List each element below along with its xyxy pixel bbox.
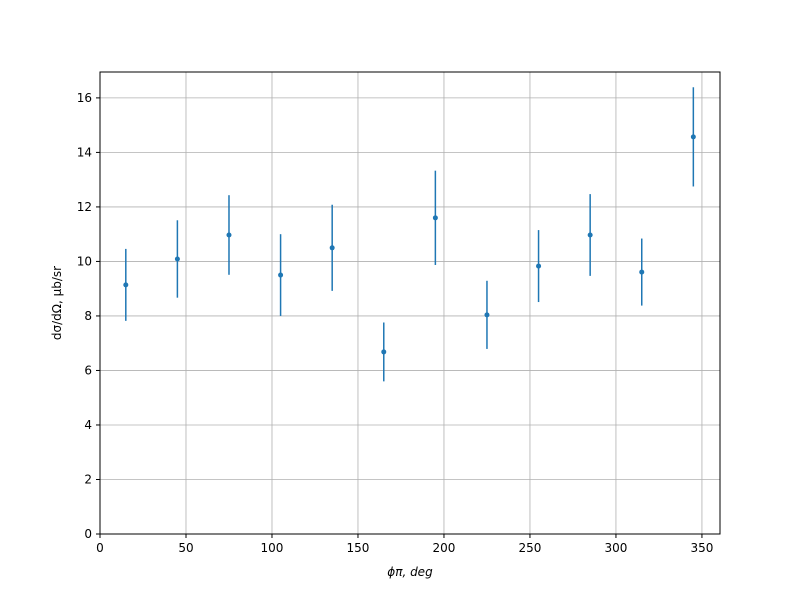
y-tick-label: 0 (84, 527, 92, 541)
data-point (381, 349, 387, 355)
y-tick-label: 4 (84, 418, 92, 432)
data-point (690, 134, 696, 140)
grid (99, 72, 720, 535)
plot-frame (99, 71, 721, 535)
y-tick-label: 2 (84, 472, 92, 486)
data-point (329, 245, 335, 251)
x-axis-label: ϕπ, deg (387, 565, 433, 579)
data-point (536, 263, 542, 269)
data-point (432, 215, 438, 221)
y-tick-label: 12 (77, 200, 92, 214)
y-tick-label: 8 (84, 309, 92, 323)
x-tick-label: 150 (347, 541, 370, 555)
marks (123, 87, 696, 382)
data-point (639, 269, 645, 275)
data-point (587, 232, 593, 238)
data-point (226, 232, 232, 238)
x-tick-label: 50 (178, 541, 193, 555)
y-tick-label: 14 (77, 145, 92, 159)
data-point (174, 256, 180, 262)
x-tick-label: 100 (261, 541, 284, 555)
y-axis-label: dσ/dΩ, μb/sr (50, 266, 64, 340)
x-tick-label: 200 (433, 541, 456, 555)
x-tick-label: 250 (519, 541, 542, 555)
y-tick-label: 16 (77, 91, 92, 105)
y-tick-label: 6 (84, 363, 92, 377)
x-tick-label: 350 (690, 541, 713, 555)
x-tick-label: 0 (96, 541, 104, 555)
x-tick-label: 300 (604, 541, 627, 555)
data-point (278, 272, 284, 278)
y-tick-label: 10 (77, 254, 92, 268)
data-point (123, 282, 129, 288)
data-point (484, 312, 490, 318)
